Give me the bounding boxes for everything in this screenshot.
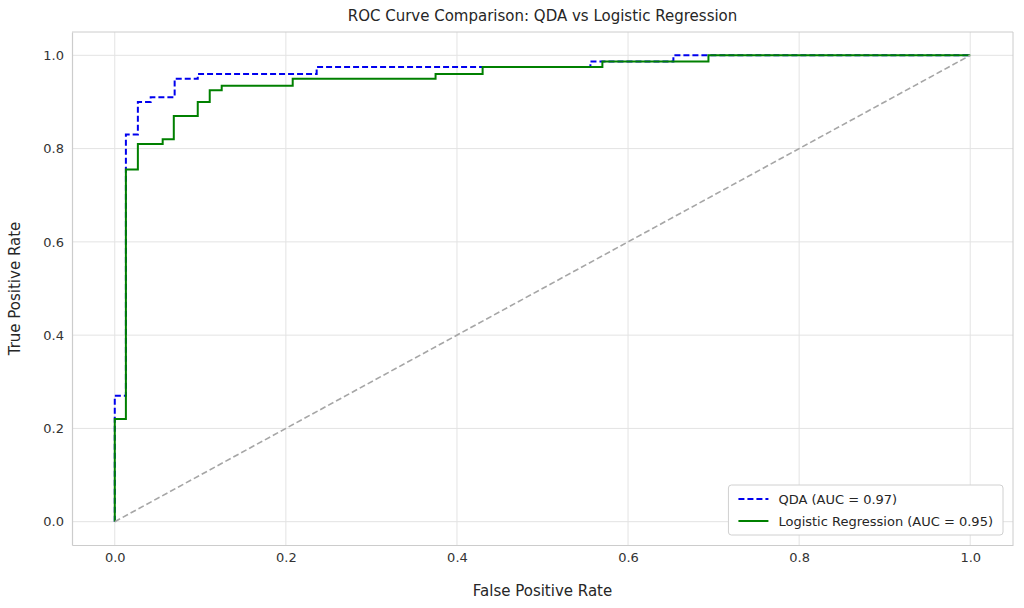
tick: 0.2	[276, 545, 297, 565]
chart: 0.0 0.2 0.4 0.6 0.8 1.0 0.0 0.2 0.4 0.6 0.8 1.0 QDA …	[0, 0, 1024, 608]
legend-swatch	[738, 498, 768, 500]
tick-label: 0.0	[105, 550, 126, 565]
tick: 0.0	[105, 545, 126, 565]
title: ROC Curve Comparison: QDA vs Logistic Re…	[348, 7, 738, 25]
grid-line	[72, 241, 1013, 242]
tick-label: 0.8	[789, 550, 810, 565]
tick-label: 0.0	[43, 514, 64, 529]
series-line	[115, 55, 970, 521]
legend-box	[728, 485, 1003, 535]
x-axis-label: False Positive Rate	[473, 582, 612, 600]
tick-label: 0.6	[43, 235, 64, 250]
grid-line	[456, 32, 457, 545]
tick-label: 0.4	[447, 550, 468, 565]
plot: 0.0 0.2 0.4 0.6 0.8 1.0 0.0 0.2 0.4 0.6 0.8 1.0 QDA …	[43, 32, 1013, 565]
tick: 1.0	[960, 545, 981, 565]
tick: 0.8	[43, 141, 72, 156]
frame	[1013, 32, 1014, 545]
grid-line	[72, 148, 1013, 149]
series-line	[115, 55, 970, 521]
legend-label: QDA (AUC = 0.97)	[778, 492, 897, 507]
axis-line	[72, 33, 73, 546]
tick-label: 0.2	[276, 550, 297, 565]
y-axis-label: True Positive Rate	[6, 222, 24, 357]
grid-line	[72, 335, 1013, 336]
y-axis: 0.0 0.2 0.4 0.6 0.8 1.0	[43, 33, 72, 546]
grid-line	[72, 428, 1013, 429]
grid-line	[970, 32, 971, 545]
axis-line	[73, 545, 1014, 546]
tick-label: 0.8	[43, 141, 64, 156]
x-axis: 0.0 0.2 0.4 0.6 0.8 1.0	[73, 545, 1014, 565]
tick: 1.0	[43, 48, 72, 63]
tick-label: 1.0	[960, 550, 981, 565]
plot-background	[72, 32, 1013, 545]
tick: 0.0	[43, 514, 72, 529]
tick-label: 0.4	[43, 328, 64, 343]
tick: 0.4	[43, 328, 72, 343]
tick: 0.4	[447, 545, 468, 565]
series-line	[115, 55, 970, 521]
tick: 0.6	[43, 235, 72, 250]
frame	[72, 32, 1013, 33]
grid-line	[285, 32, 286, 545]
tick-label: 1.0	[43, 48, 64, 63]
tick: 0.2	[43, 421, 72, 436]
legend: QDA (AUC = 0.97) Logistic Regression (AUC…	[728, 485, 1003, 535]
tick: 0.8	[789, 545, 810, 565]
legend-swatch	[738, 520, 768, 522]
legend-label: Logistic Regression (AUC = 0.95)	[778, 514, 993, 529]
grid-line	[799, 32, 800, 545]
grid	[72, 32, 1013, 545]
lines	[115, 55, 970, 521]
tick-label: 0.6	[618, 550, 639, 565]
tick-label: 0.2	[43, 421, 64, 436]
grid-line	[628, 32, 629, 545]
tick: 0.6	[618, 545, 639, 565]
